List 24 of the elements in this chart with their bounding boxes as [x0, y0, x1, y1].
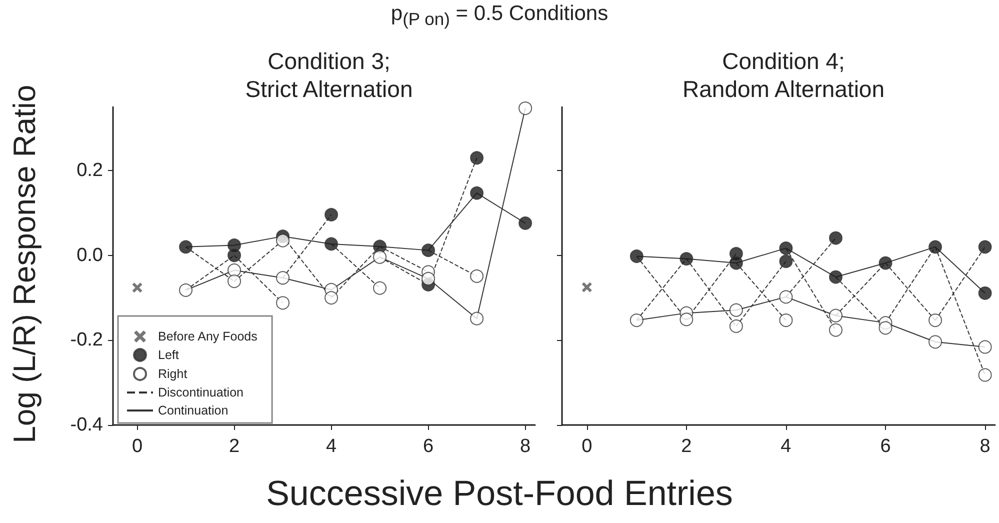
x-tick-label: 8	[520, 436, 531, 457]
x-tick-label: 2	[228, 436, 240, 457]
x-tick-label: 2	[681, 436, 692, 457]
text: p$_{(P on)}$ = 0.5 Conditions	[390, 2, 610, 30]
legend-label: Left	[158, 348, 180, 362]
y-tick-label: 0.0	[76, 244, 103, 266]
chart-title: Condition 4; Random Alternation	[682, 48, 885, 102]
legend-label: Discontinuation	[158, 386, 244, 400]
x-tick-label: 6	[880, 436, 891, 457]
chart-title: Condition 3; Strict Alternation	[245, 48, 413, 102]
legend-label: Continuation	[158, 404, 228, 418]
x-tick-label: 8	[980, 436, 990, 457]
y-tick-label: -0.4	[70, 414, 104, 436]
x-tick-label: 6	[423, 436, 434, 457]
y-axis-title: Log (L/R) Response Ratio	[7, 84, 43, 446]
y-tick-label: 0.2	[76, 160, 103, 182]
x-axis-title: Successive Post-Food Entries	[265, 474, 734, 514]
x-tick-label: 0	[132, 436, 143, 457]
x-tick-label: 4	[326, 436, 337, 457]
x-tick-label: 0	[582, 436, 592, 457]
y-tick-label: -0.2	[70, 330, 103, 351]
legend-label: Right	[158, 367, 188, 381]
x-tick-label: 4	[780, 436, 792, 457]
legend-label: Before Any Foods	[158, 330, 258, 344]
